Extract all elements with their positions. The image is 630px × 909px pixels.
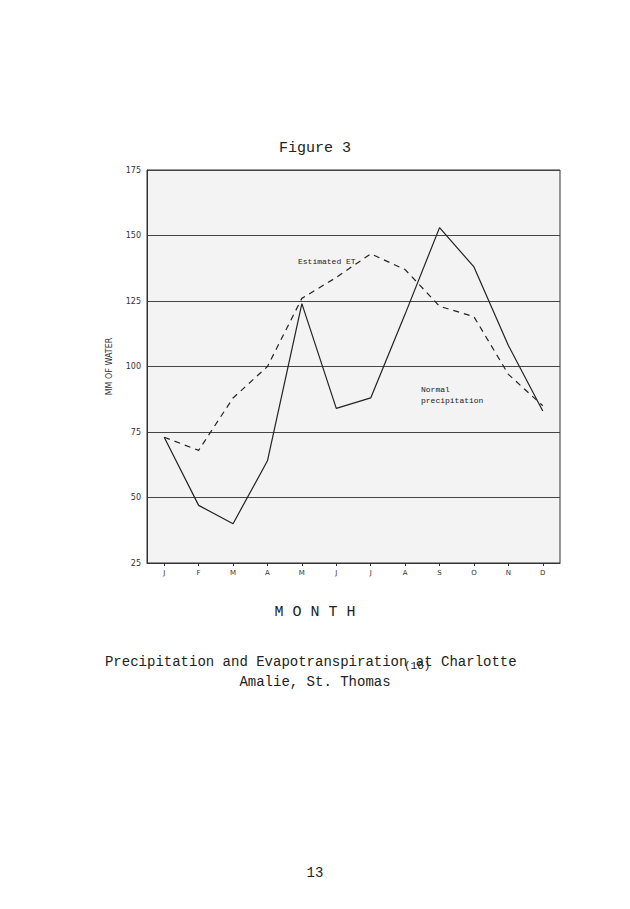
svg-text:A: A [403,569,408,577]
svg-text:A: A [265,569,270,577]
svg-text:precipitation: precipitation [421,396,484,405]
svg-text:13: 13 [307,865,324,881]
svg-text:25: 25 [131,559,141,568]
svg-text:J: J [334,569,337,577]
svg-text:M O N T H: M O N T H [274,604,355,621]
svg-text:Figure 3: Figure 3 [279,140,351,157]
svg-text:J: J [162,569,165,577]
svg-text:Precipitation and Evapotranspi: Precipitation and Evapotranspiration at … [105,654,525,670]
svg-text:100: 100 [126,362,141,371]
svg-text:Amalie, St. Thomas: Amalie, St. Thomas [239,674,390,690]
svg-text:Normal: Normal [421,385,450,394]
svg-text:75: 75 [131,428,141,437]
svg-text:MM OF WATER: MM OF WATER [105,337,114,395]
svg-text:50: 50 [131,493,141,502]
svg-text:N: N [506,569,511,577]
svg-text:F: F [197,569,201,577]
svg-text:(16): (16) [404,660,430,672]
svg-text:125: 125 [126,297,141,306]
svg-text:S: S [437,569,442,577]
svg-text:J: J [369,569,372,577]
svg-text:175: 175 [126,166,141,175]
svg-text:D: D [540,569,545,577]
svg-text:M: M [230,569,236,577]
svg-text:Estimated ET: Estimated ET [298,257,356,266]
svg-text:150: 150 [126,231,141,240]
svg-text:M: M [299,569,305,577]
svg-text:O: O [471,569,477,577]
